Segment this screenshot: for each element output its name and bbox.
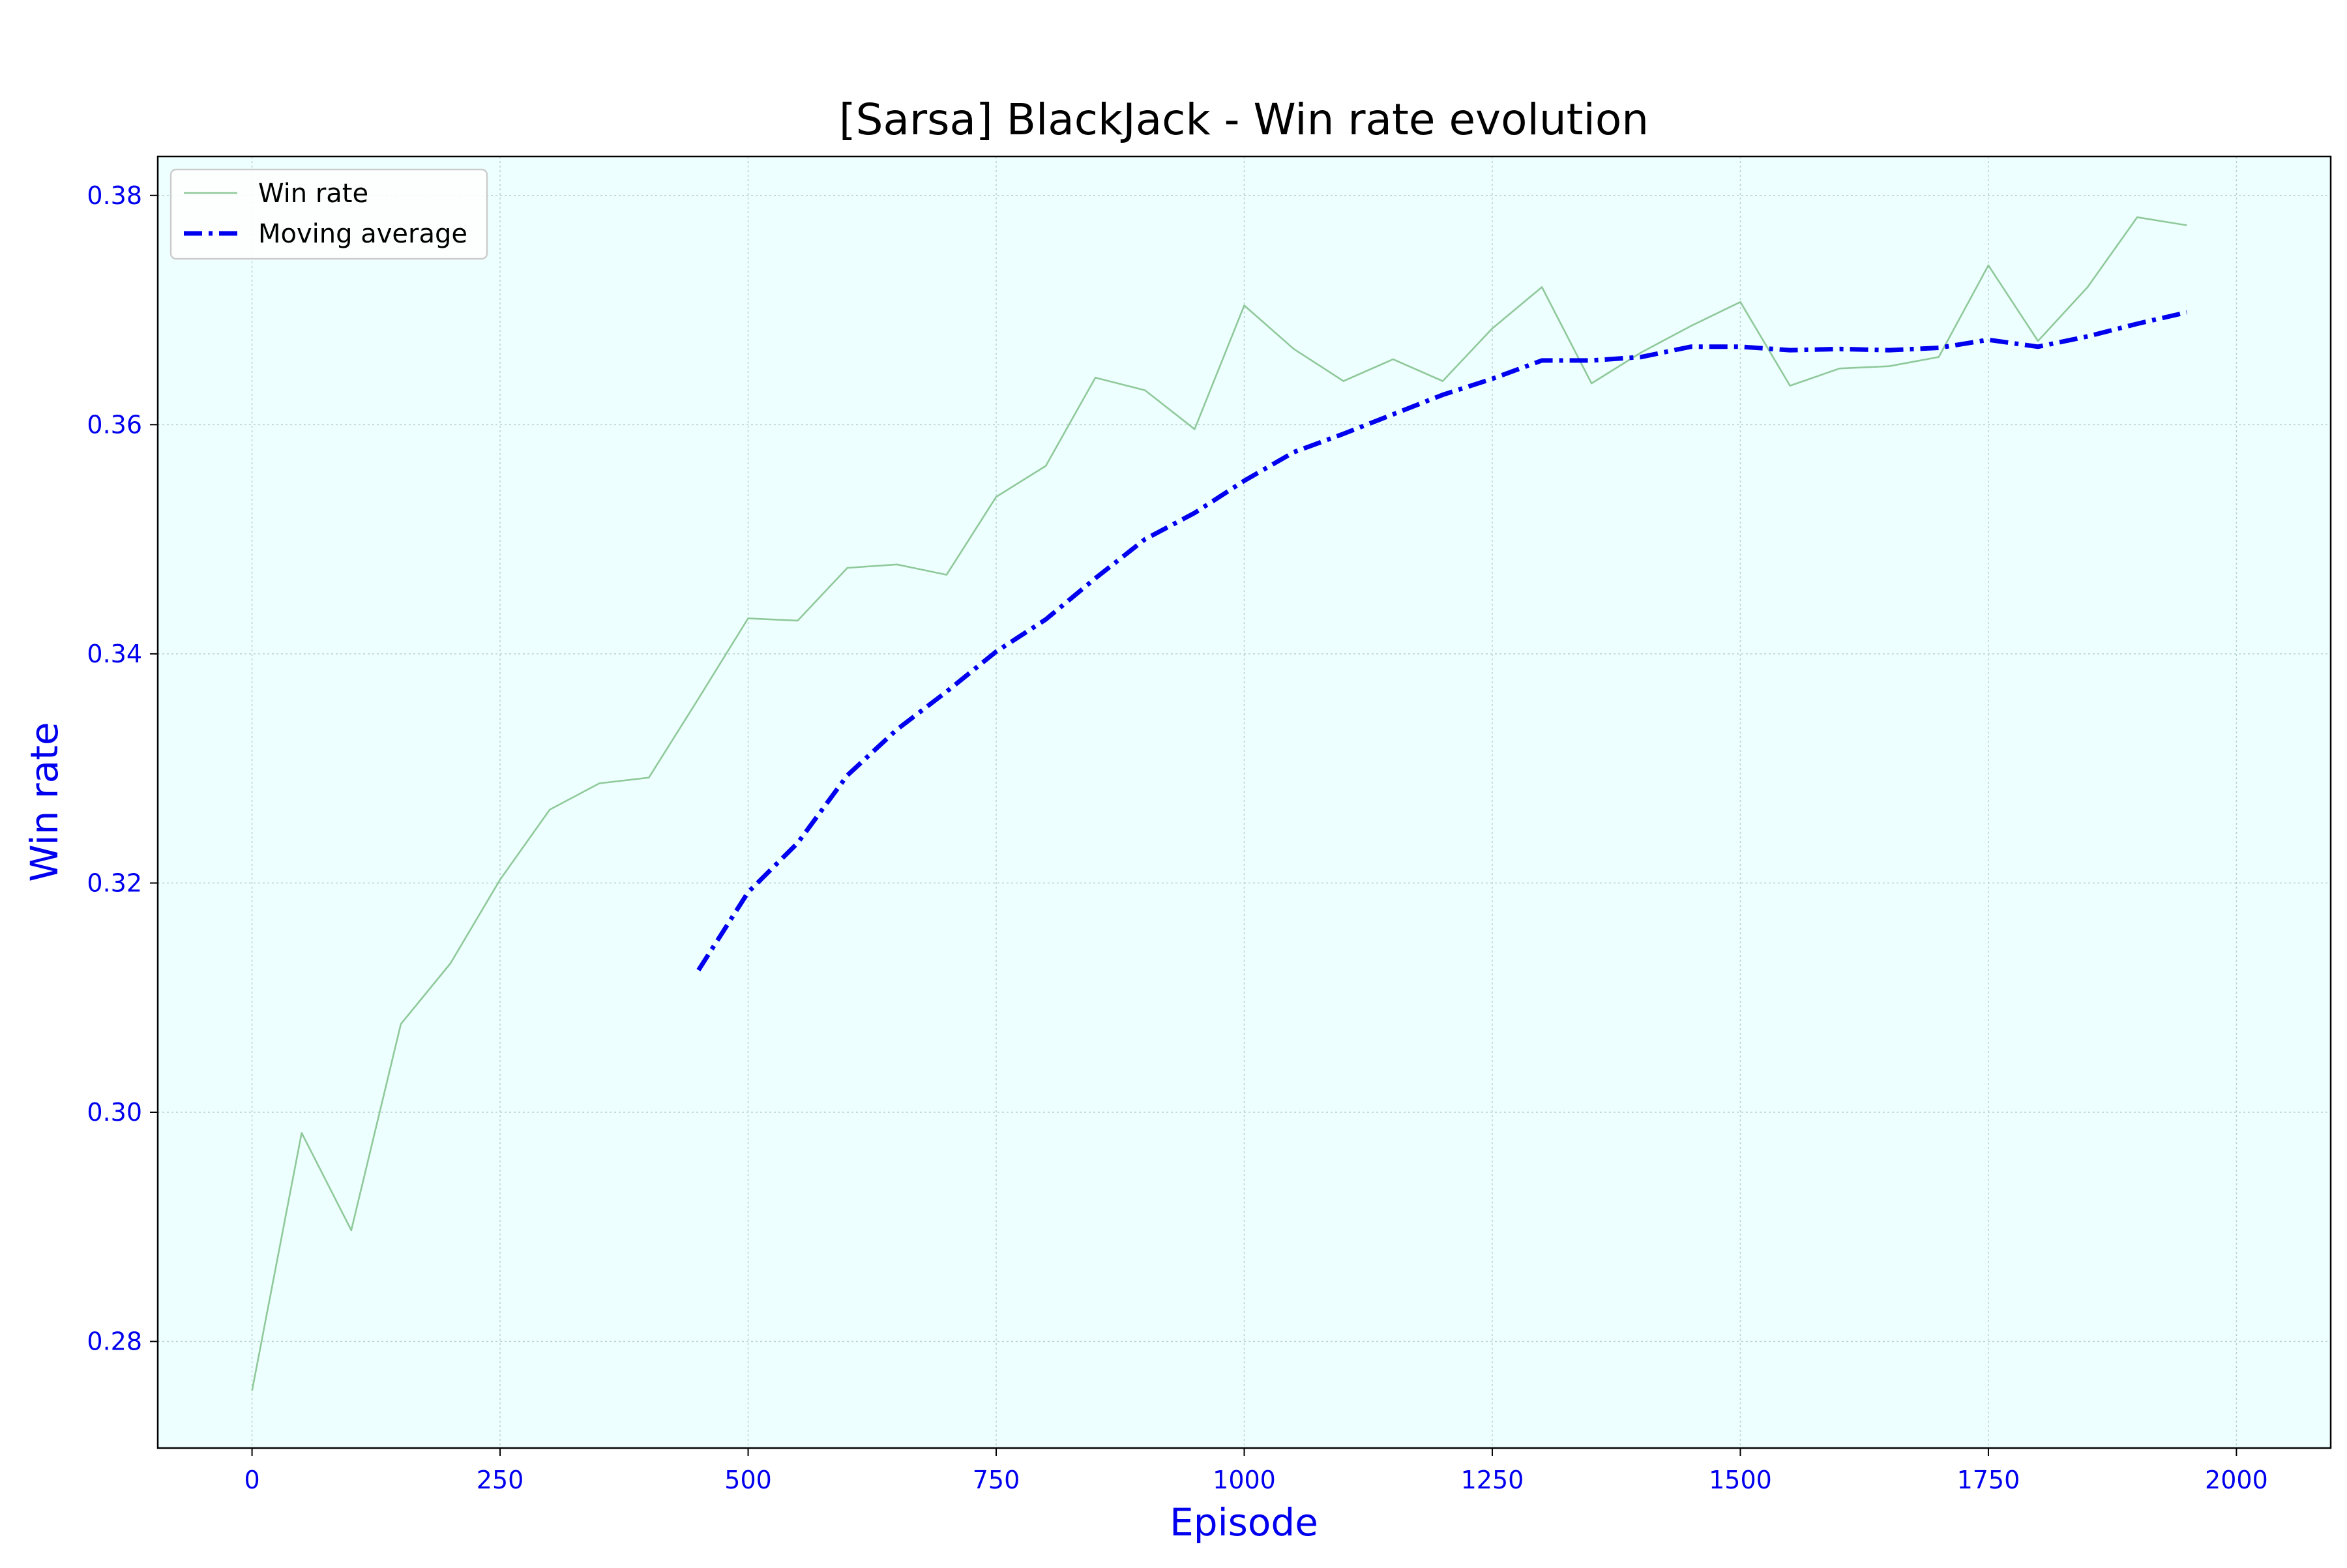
y-tick-label: 0.32 xyxy=(87,868,142,897)
legend-label-win-rate: Win rate xyxy=(258,179,368,209)
x-tick-label: 750 xyxy=(973,1466,1020,1494)
y-tick-label: 0.38 xyxy=(87,181,142,210)
plot-area xyxy=(158,156,2331,1448)
legend-label-moving-average: Moving average xyxy=(258,219,467,249)
y-tick-label: 0.28 xyxy=(87,1327,142,1356)
x-tick-label: 1000 xyxy=(1213,1466,1276,1494)
chart-title: [Sarsa] BlackJack - Win rate evolution xyxy=(839,95,1649,145)
x-tick-label: 1250 xyxy=(1461,1466,1524,1494)
legend: Win rate Moving average xyxy=(171,170,487,259)
y-tick-label: 0.36 xyxy=(87,410,142,439)
x-tick-label: 1750 xyxy=(1957,1466,2020,1494)
x-tick-label: 2000 xyxy=(2205,1466,2268,1494)
y-tick-label: 0.30 xyxy=(87,1098,142,1127)
y-tick-label: 0.34 xyxy=(87,640,142,668)
x-tick-label: 500 xyxy=(724,1466,772,1494)
x-axis-label: Episode xyxy=(1170,1500,1318,1545)
x-tick-label: 1500 xyxy=(1709,1466,1772,1494)
y-axis-label: Win rate xyxy=(22,722,66,881)
x-tick-label: 250 xyxy=(477,1466,524,1494)
x-tick-label: 0 xyxy=(244,1466,259,1494)
